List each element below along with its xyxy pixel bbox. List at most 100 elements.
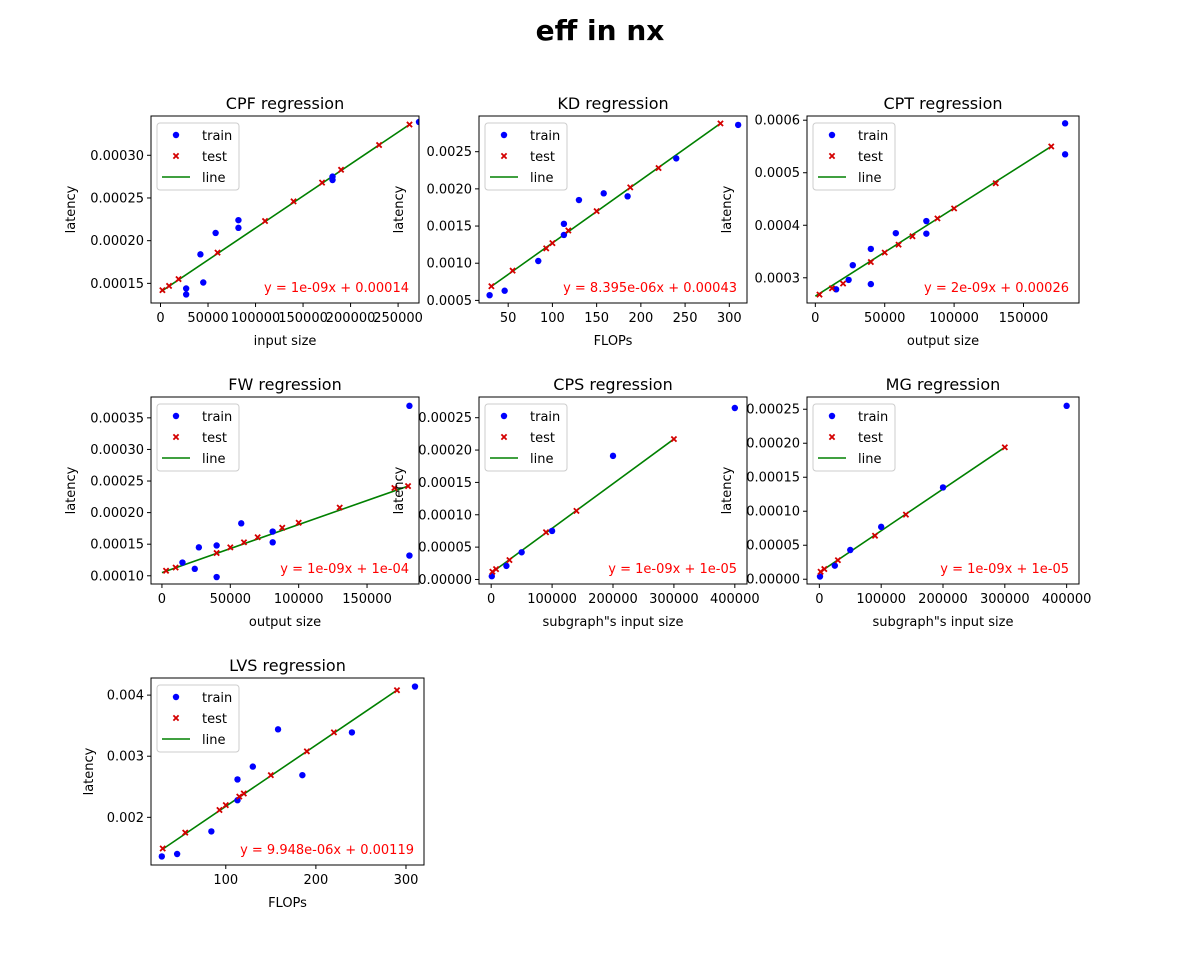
train-point bbox=[892, 229, 900, 237]
train-point bbox=[329, 176, 336, 184]
legend: train test line bbox=[812, 122, 896, 191]
test-point bbox=[227, 544, 234, 551]
test-point bbox=[404, 482, 412, 490]
legend: train test line bbox=[484, 122, 568, 191]
data-layer bbox=[486, 120, 742, 299]
y-tick-label: 0.0005 bbox=[755, 166, 801, 181]
subplot-3: 0 50000 100000 150000 0.0003 0.0004 0.0005 0.00… bbox=[720, 94, 1080, 349]
test-point bbox=[213, 549, 220, 557]
test-point bbox=[593, 207, 600, 215]
y-tick-label: 0.00010 bbox=[90, 569, 144, 584]
train-point bbox=[213, 542, 220, 549]
y-axis-label: latency bbox=[720, 466, 735, 514]
y-tick-label: 0.0010 bbox=[427, 257, 473, 272]
x-axis-label: output size bbox=[249, 615, 321, 630]
test-point bbox=[318, 179, 326, 186]
x-axis-label: subgraph"s input size bbox=[873, 615, 1014, 630]
y-tick-label: 0.00015 bbox=[746, 471, 800, 486]
test-point bbox=[506, 556, 513, 564]
x-tick-label: 300 bbox=[394, 873, 419, 888]
y-tick-label: 0.0015 bbox=[427, 220, 473, 235]
train-point bbox=[274, 726, 282, 733]
x-tick-label: 150000 bbox=[342, 592, 392, 607]
x-tick-label: 100000 bbox=[929, 311, 979, 326]
legend: train test line bbox=[156, 403, 240, 472]
y-tick-label: 0.00030 bbox=[90, 149, 144, 164]
legend-train-marker bbox=[828, 412, 836, 420]
legend-test-marker bbox=[172, 433, 180, 441]
test-point bbox=[542, 245, 550, 252]
train-point bbox=[179, 559, 186, 566]
x-tick-label: 50000 bbox=[864, 311, 905, 326]
train-point bbox=[182, 291, 190, 298]
subplot-title: FW regression bbox=[228, 375, 341, 394]
y-tick-label: 0.00025 bbox=[90, 475, 144, 490]
legend-test-label: test bbox=[530, 431, 555, 446]
legend-box bbox=[812, 122, 896, 191]
y-tick-label: 0.00000 bbox=[746, 573, 800, 588]
y-tick-label: 0.00010 bbox=[418, 508, 472, 523]
axes-frame bbox=[478, 115, 748, 304]
train-point bbox=[235, 216, 242, 224]
x-tick-label: 200000 bbox=[588, 592, 638, 607]
legend-train-marker bbox=[828, 131, 836, 139]
y-axis-label: latency bbox=[392, 466, 407, 514]
test-point bbox=[509, 267, 516, 274]
train-point bbox=[849, 261, 856, 269]
y-tick-label: 0.00015 bbox=[90, 538, 144, 553]
x-tick-label: 300 bbox=[717, 311, 742, 326]
test-point bbox=[839, 280, 847, 287]
y-tick-label: 0.00030 bbox=[90, 443, 144, 458]
test-point bbox=[330, 729, 338, 736]
x-tick-label: 100000 bbox=[527, 592, 577, 607]
legend-test-marker bbox=[172, 152, 180, 160]
legend-train-label: train bbox=[202, 691, 232, 706]
legend-train-label: train bbox=[530, 410, 560, 425]
x-tick-label: 250 bbox=[673, 311, 698, 326]
train-point bbox=[560, 231, 568, 239]
x-tick-label: 150000 bbox=[999, 311, 1049, 326]
y-tick-label: 0.00025 bbox=[418, 411, 472, 426]
y-tick-label: 0.0006 bbox=[755, 114, 801, 129]
legend-test-marker bbox=[500, 433, 508, 441]
test-point bbox=[871, 532, 879, 539]
legend-line-label: line bbox=[530, 452, 553, 467]
subplot-5: 0 100000 200000 300000 400000 0.00000 0.00005 0… bbox=[392, 375, 760, 630]
test-point bbox=[627, 184, 634, 191]
legend-box bbox=[156, 684, 240, 753]
axes-frame bbox=[150, 396, 420, 585]
legend-line-label: line bbox=[858, 452, 881, 467]
regression-equation: y = 1e-09x + 1e-05 bbox=[940, 562, 1069, 577]
test-point bbox=[336, 504, 343, 511]
legend-train-label: train bbox=[858, 410, 888, 425]
x-tick-label: 50000 bbox=[210, 592, 251, 607]
y-tick-label: 0.00035 bbox=[90, 411, 144, 426]
legend-test-label: test bbox=[202, 431, 227, 446]
y-tick-label: 0.00005 bbox=[746, 539, 800, 554]
test-point bbox=[159, 286, 166, 294]
legend-train-label: train bbox=[202, 410, 232, 425]
train-point bbox=[624, 193, 631, 200]
test-point bbox=[175, 275, 182, 283]
train-point bbox=[847, 546, 854, 554]
legend-train-marker bbox=[172, 693, 180, 701]
test-point bbox=[267, 771, 275, 779]
regression-equation: y = 1e-09x + 1e-04 bbox=[280, 562, 409, 577]
train-point bbox=[560, 220, 568, 228]
legend-test-marker bbox=[828, 433, 836, 441]
figure-title: eff in nx bbox=[536, 14, 665, 47]
x-tick-label: 200000 bbox=[918, 592, 968, 607]
train-point bbox=[195, 544, 203, 551]
fit-line bbox=[160, 123, 410, 293]
test-point bbox=[165, 282, 173, 290]
train-point bbox=[234, 797, 241, 804]
subplot-title: MG regression bbox=[886, 375, 1001, 394]
test-point bbox=[542, 528, 550, 536]
x-axis-label: FLOPs bbox=[268, 896, 307, 911]
y-tick-label: 0.00010 bbox=[746, 505, 800, 520]
test-point bbox=[902, 511, 910, 518]
y-tick-label: 0.00000 bbox=[418, 573, 472, 588]
subplot-title: CPT regression bbox=[883, 94, 1002, 113]
train-point bbox=[200, 279, 207, 286]
